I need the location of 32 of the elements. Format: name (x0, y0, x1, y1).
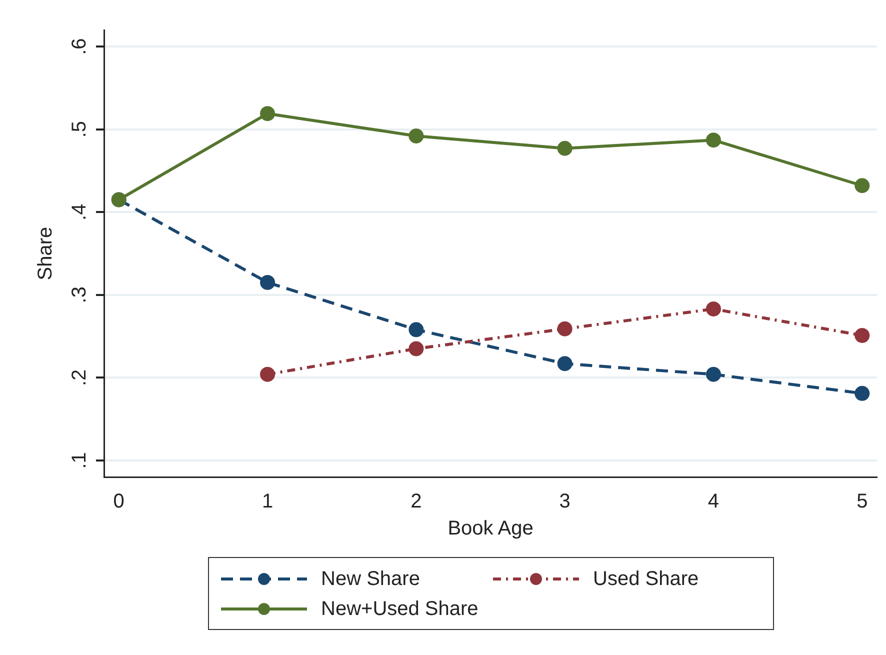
y-tick-label: .1 (68, 452, 91, 469)
x-tick-label: 4 (708, 490, 720, 513)
point (408, 322, 424, 338)
y-tick-label: .6 (68, 38, 91, 55)
x-tick-label: 2 (410, 490, 422, 513)
point (706, 366, 721, 382)
point (260, 106, 276, 122)
x-tick-label: 0 (113, 490, 124, 513)
point (854, 386, 870, 401)
x-axis-title: Book Age (448, 518, 534, 540)
y-axis-title: Share (34, 226, 57, 280)
point (408, 341, 424, 356)
x-tick-label: 1 (262, 490, 274, 513)
x-tick-label: 5 (856, 490, 868, 513)
point (706, 132, 721, 148)
legend-label: New+Used Share (321, 598, 478, 620)
point (260, 366, 276, 382)
x-tick-label: 3 (559, 490, 570, 513)
legend-label: New Share (321, 568, 420, 590)
point (557, 356, 572, 372)
point (557, 140, 572, 156)
point (557, 321, 572, 336)
y-tick-label: .5 (68, 120, 91, 138)
point (408, 128, 424, 144)
point (854, 178, 870, 194)
y-tick-label: .4 (68, 204, 91, 220)
point (260, 274, 276, 290)
point (854, 328, 870, 343)
point (706, 301, 721, 316)
legend-label: Used Share (593, 568, 699, 590)
y-tick-label: .3 (68, 286, 91, 304)
y-tick-label: .2 (68, 369, 91, 386)
